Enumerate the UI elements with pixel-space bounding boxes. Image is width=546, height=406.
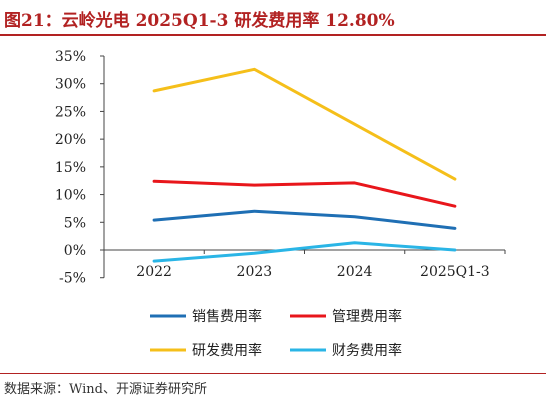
legend-label: 销售费用率	[192, 308, 262, 325]
series-line	[152, 209, 457, 230]
y-tick-label: 35%	[55, 49, 86, 65]
source-rule	[0, 373, 546, 374]
series-line	[152, 241, 457, 263]
legend-label: 管理费用率	[332, 308, 402, 325]
y-tick-label: 15%	[55, 160, 86, 176]
y-tick-label: 20%	[55, 132, 86, 148]
chart-axes: -5% 0% 5% 10% 15% 20% 25% 30% 35% 2022 2023 2024 202…	[55, 49, 506, 287]
y-tick-label: 30%	[55, 77, 86, 93]
legend-label: 研发费用率	[192, 342, 262, 359]
y-tick-label: 25%	[55, 104, 86, 120]
chart-lines	[152, 67, 457, 263]
y-tick-label: -5%	[59, 271, 86, 287]
x-tick-label: 2024	[337, 264, 373, 280]
legend-label: 财务费用率	[332, 342, 402, 359]
x-tick-label: 2025Q1-3	[420, 264, 490, 280]
y-tick-label: 0%	[64, 243, 86, 259]
series-line	[152, 179, 457, 208]
series-line	[152, 67, 457, 181]
title-rule	[0, 34, 546, 36]
y-tick-label: 10%	[55, 188, 86, 204]
source-note: 数据来源：Wind、开源证券研究所	[4, 382, 207, 397]
y-tick-label: 5%	[64, 215, 86, 231]
line-chart: -5% 0% 5% 10% 15% 20% 25% 30% 35% 2022 2023 2024 202…	[55, 49, 506, 359]
figure-title: 图21：云岭光电 2025Q1-3 研发费用率 12.80%	[4, 11, 395, 31]
x-tick-label: 2022	[136, 264, 172, 280]
x-tick-label: 2023	[237, 264, 273, 280]
